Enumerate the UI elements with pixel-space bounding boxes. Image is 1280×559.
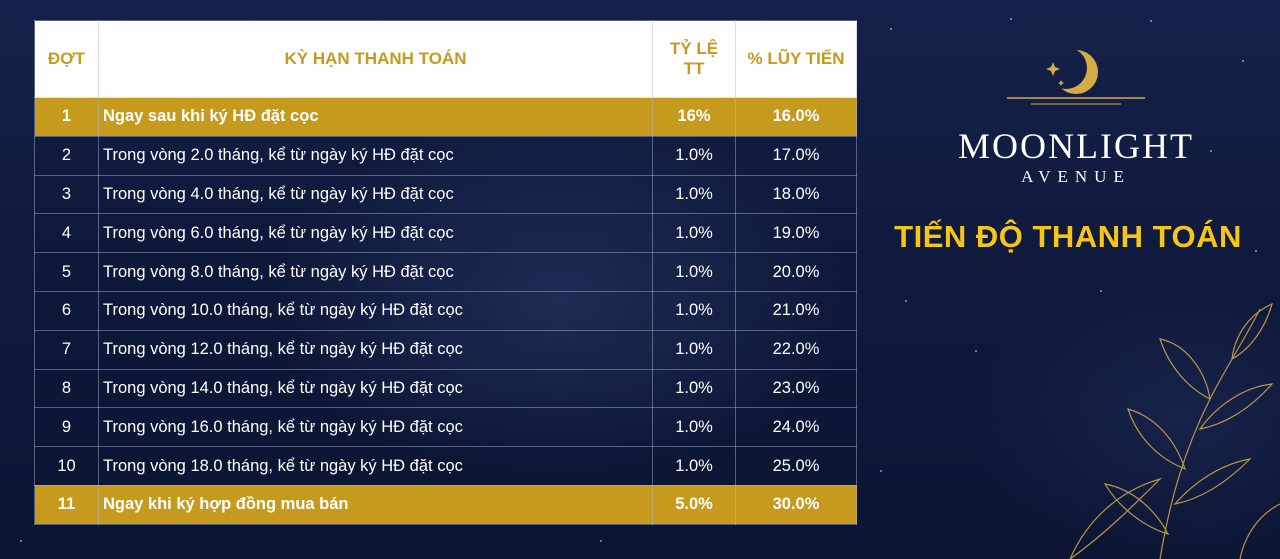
- row-cumulative-cell: 19.0%: [735, 213, 857, 254]
- table-row: 3 Trong vòng 4.0 tháng, kể từ ngày ký HĐ …: [34, 174, 857, 215]
- row-rate-cell: 1.0%: [652, 213, 736, 254]
- table-row: 1 Ngay sau khi ký HĐ đặt cọc 16% 16.0%: [34, 97, 857, 137]
- row-term-cell: Trong vòng 4.0 tháng, kể từ ngày ký HĐ đ…: [98, 174, 653, 215]
- row-term-cell: Trong vòng 2.0 tháng, kể từ ngày ký HĐ đ…: [98, 135, 653, 176]
- page-title: TIẾN ĐỘ THANH TOÁN: [894, 219, 1242, 254]
- table-row: 9 Trong vòng 16.0 tháng, kể từ ngày ký HĐ…: [34, 407, 857, 448]
- row-term-cell: Trong vòng 12.0 tháng, kể từ ngày ký HĐ …: [98, 329, 653, 370]
- row-term-cell: Trong vòng 10.0 tháng, kể từ ngày ký HĐ …: [98, 290, 653, 331]
- row-cumulative-cell: 17.0%: [735, 135, 857, 176]
- row-cumulative-cell: 20.0%: [735, 252, 857, 292]
- row-cumulative-cell: 22.0%: [735, 329, 857, 370]
- row-rate-cell: 1.0%: [652, 329, 736, 370]
- table-header-row: ĐỢT KỲ HẠN THANH TOÁN TỶ LỆ TT % LŨY TIẾ…: [34, 20, 857, 98]
- row-rate-cell: 1.0%: [652, 368, 736, 409]
- row-dot-cell: 9: [34, 407, 99, 448]
- header-rate: TỶ LỆ TT: [652, 20, 736, 98]
- row-dot-cell: 1: [34, 97, 99, 137]
- crescent-moon-star-icon: [1007, 50, 1145, 105]
- row-cumulative-cell: 18.0%: [735, 174, 857, 215]
- row-cumulative-cell: 23.0%: [735, 368, 857, 409]
- row-term-cell: Ngay sau khi ký HĐ đặt cọc: [98, 97, 653, 137]
- header-cumulative: % LŨY TIẾN: [735, 20, 857, 98]
- table-row: 4 Trong vòng 6.0 tháng, kể từ ngày ký HĐ …: [34, 213, 857, 254]
- row-dot-cell: 4: [34, 213, 99, 254]
- row-term-cell: Trong vòng 16.0 tháng, kể từ ngày ký HĐ …: [98, 407, 653, 448]
- payment-schedule-table: ĐỢT KỲ HẠN THANH TOÁN TỶ LỆ TT % LŨY TIẾ…: [34, 20, 857, 525]
- row-dot-cell: 5: [34, 252, 99, 292]
- table-row: 5 Trong vòng 8.0 tháng, kể từ ngày ký HĐ …: [34, 252, 857, 292]
- table-row: 6 Trong vòng 10.0 tháng, kể từ ngày ký HĐ…: [34, 290, 857, 331]
- row-dot-cell: 7: [34, 329, 99, 370]
- row-rate-cell: 16%: [652, 97, 736, 137]
- row-dot-cell: 11: [34, 484, 99, 525]
- golden-leaves-icon: [1069, 302, 1280, 559]
- row-cumulative-cell: 21.0%: [735, 290, 857, 331]
- row-dot-cell: 2: [34, 135, 99, 176]
- row-cumulative-cell: 25.0%: [735, 446, 857, 486]
- row-term-cell: Trong vòng 6.0 tháng, kể từ ngày ký HĐ đ…: [98, 213, 653, 254]
- row-rate-cell: 5.0%: [652, 484, 736, 525]
- row-dot-cell: 6: [34, 290, 99, 331]
- row-rate-cell: 1.0%: [652, 290, 736, 331]
- row-cumulative-cell: 24.0%: [735, 407, 857, 448]
- brand-name: MOONLIGHT: [958, 126, 1194, 166]
- table-row: 2 Trong vòng 2.0 tháng, kể từ ngày ký HĐ …: [34, 135, 857, 176]
- row-term-cell: Trong vòng 14.0 tháng, kể từ ngày ký HĐ …: [98, 368, 653, 409]
- row-dot-cell: 8: [34, 368, 99, 409]
- header-dot: ĐỢT: [34, 20, 99, 98]
- table-row: 10 Trong vòng 18.0 tháng, kể từ ngày ký H…: [34, 446, 857, 486]
- row-term-cell: Trong vòng 8.0 tháng, kể từ ngày ký HĐ đ…: [98, 252, 653, 292]
- row-dot-cell: 3: [34, 174, 99, 215]
- row-rate-cell: 1.0%: [652, 446, 736, 486]
- table-row: 7 Trong vòng 12.0 tháng, kể từ ngày ký HĐ…: [34, 329, 857, 370]
- row-rate-cell: 1.0%: [652, 252, 736, 292]
- row-cumulative-cell: 30.0%: [735, 484, 857, 525]
- brand-subtitle: AVENUE: [1021, 167, 1131, 186]
- header-payment-term: KỲ HẠN THANH TOÁN: [98, 20, 653, 98]
- brand-block: MOONLIGHT AVENUE: [940, 40, 1212, 187]
- row-rate-cell: 1.0%: [652, 407, 736, 448]
- row-term-cell: Ngay khi ký hợp đồng mua bán: [98, 484, 653, 525]
- row-rate-cell: 1.0%: [652, 135, 736, 176]
- table-row: 8 Trong vòng 14.0 tháng, kể từ ngày ký HĐ…: [34, 368, 857, 409]
- row-rate-cell: 1.0%: [652, 174, 736, 215]
- row-cumulative-cell: 16.0%: [735, 97, 857, 137]
- row-term-cell: Trong vòng 18.0 tháng, kể từ ngày ký HĐ …: [98, 446, 653, 486]
- row-dot-cell: 10: [34, 446, 99, 486]
- table-row: 11 Ngay khi ký hợp đồng mua bán 5.0% 30.0%: [34, 484, 857, 525]
